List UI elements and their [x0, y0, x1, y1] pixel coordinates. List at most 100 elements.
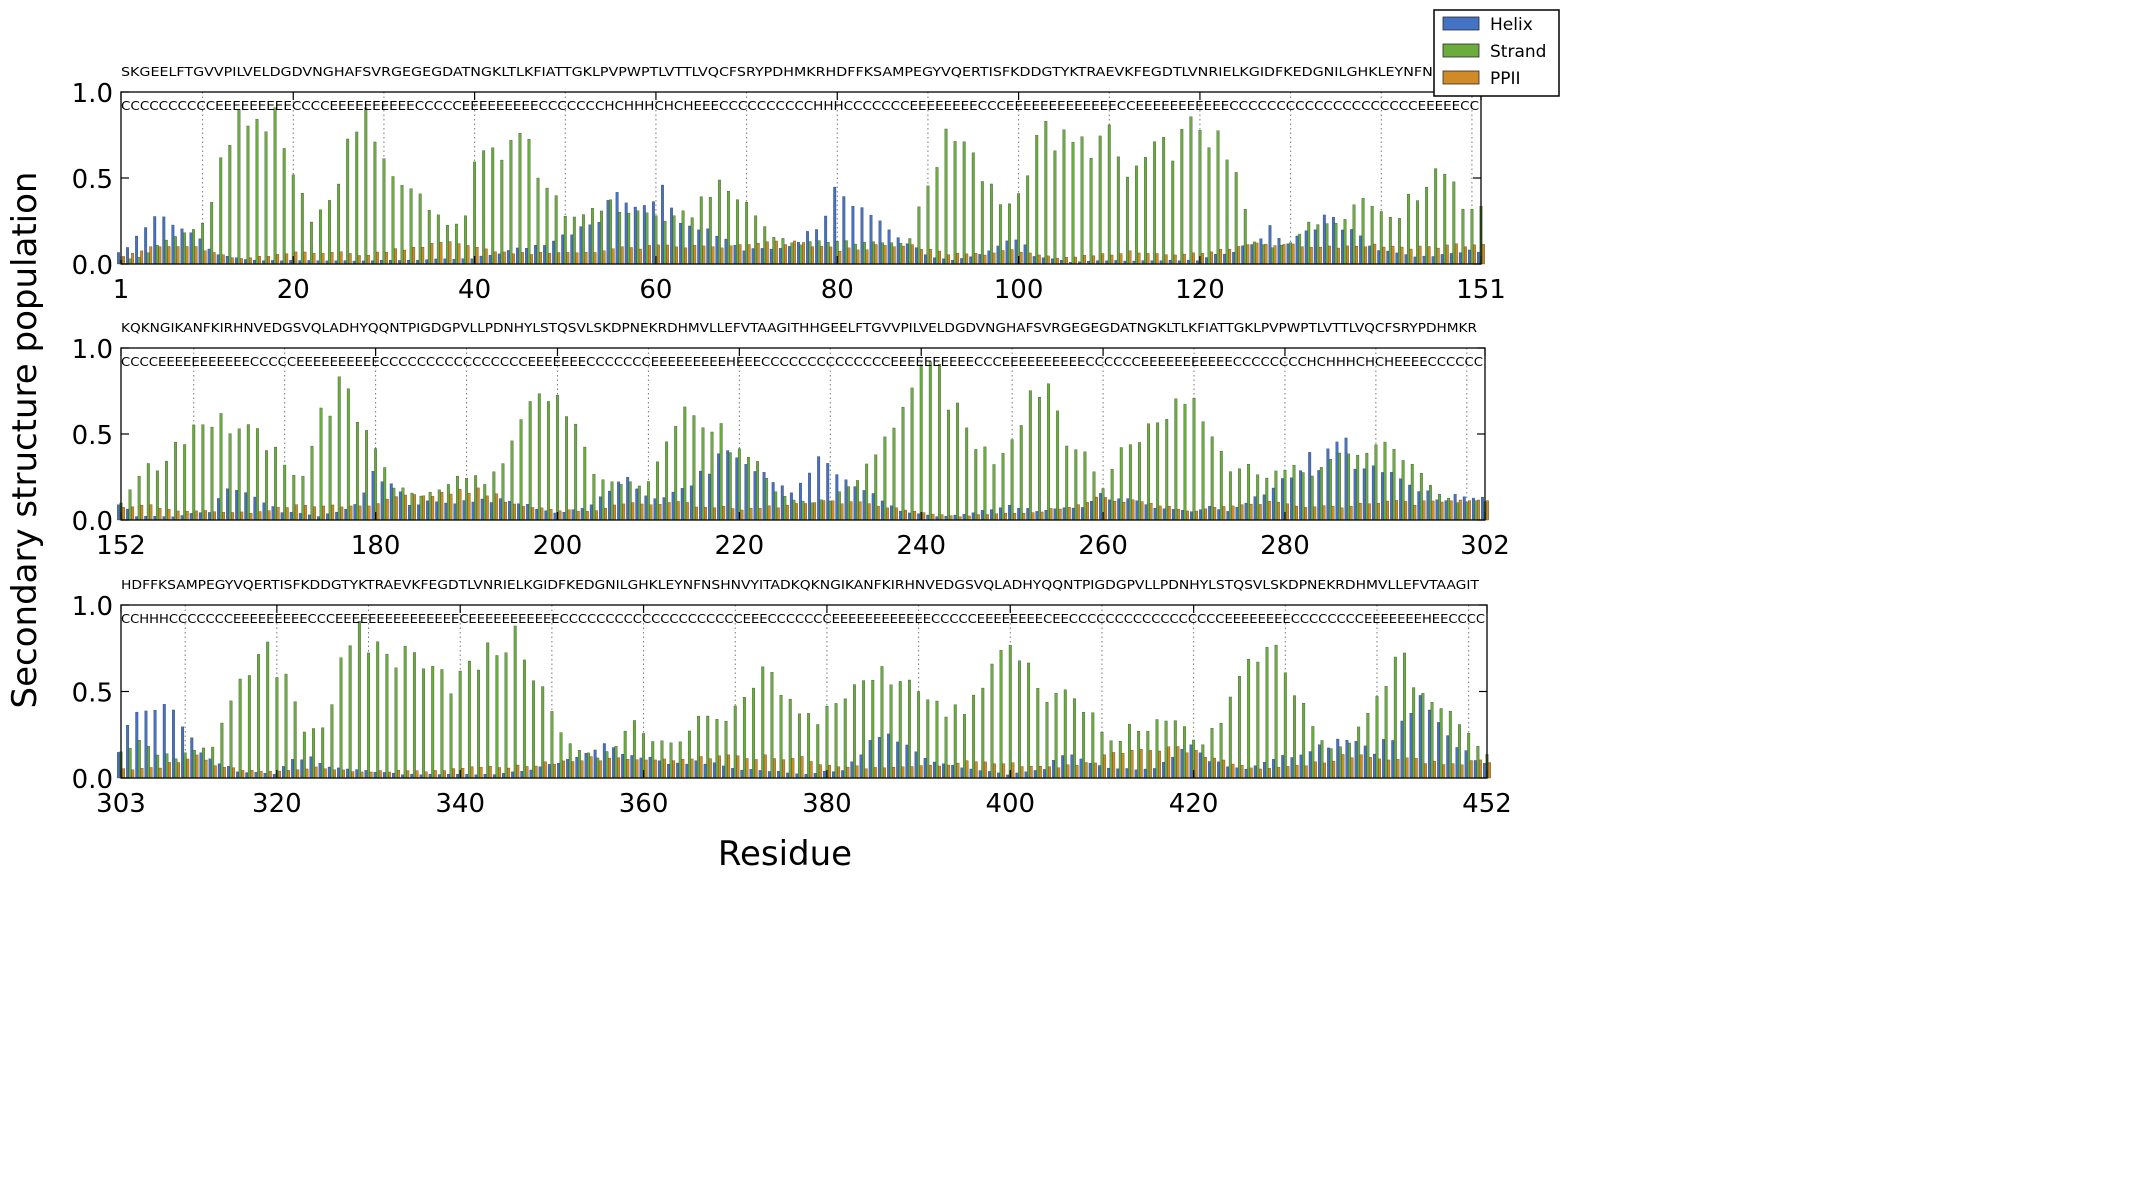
strand-bar: [355, 421, 359, 521]
ppii-bar: [1433, 760, 1437, 779]
helix-bar: [1353, 468, 1357, 521]
ppii-bar: [983, 761, 987, 779]
ppii-bar: [1313, 761, 1317, 779]
helix-bar: [667, 764, 670, 779]
helix-bar: [735, 457, 739, 521]
ppii-bar: [433, 770, 437, 779]
helix-bar: [398, 491, 402, 521]
ppii-bar: [493, 251, 497, 265]
strand-bar: [765, 478, 769, 521]
strand-bar: [1008, 203, 1011, 265]
strand-bar: [510, 440, 514, 521]
ppii-bar: [323, 768, 327, 779]
strand-bar: [273, 107, 277, 265]
ppii-bar: [413, 494, 416, 521]
strand-bar: [1028, 390, 1032, 521]
legend-label-strand: Strand: [1490, 42, 1546, 62]
strand-bar: [246, 424, 250, 521]
helix-bar: [1272, 759, 1276, 779]
strand-bar: [1228, 471, 1232, 521]
helix-bar: [1326, 448, 1330, 521]
strand-bar: [1365, 452, 1369, 521]
strand-bar: [772, 237, 776, 265]
helix-bar: [851, 205, 855, 265]
strand-bar: [980, 181, 984, 265]
strand-bar: [1325, 223, 1329, 265]
strand-bar: [532, 680, 535, 779]
ppii-bar: [985, 514, 989, 521]
ppii-bar: [158, 508, 162, 521]
ppii-bar: [576, 511, 580, 521]
ppii-bar: [540, 507, 544, 521]
ppii-bar: [765, 241, 769, 265]
ppii-bar: [584, 252, 588, 265]
strand-bar: [301, 476, 305, 521]
helix-bar: [1350, 229, 1353, 265]
strand-bar: [1044, 121, 1048, 265]
strand-bar: [1138, 442, 1141, 521]
strand-bar: [801, 500, 805, 521]
strand-bar: [583, 446, 587, 521]
strand-bar: [174, 441, 177, 521]
helix-bar: [878, 220, 882, 265]
ppii-bar: [1458, 499, 1462, 521]
strand-bar: [1416, 200, 1419, 265]
ppii-bar: [158, 767, 162, 779]
ppii-bar: [1304, 507, 1308, 521]
ppii-bar: [494, 493, 498, 521]
strand-bar: [137, 257, 141, 265]
ppii-bar: [695, 506, 698, 521]
strand-bar: [605, 751, 609, 779]
strand-bar: [1018, 660, 1021, 779]
helix-bar: [515, 247, 519, 265]
helix-bar: [749, 769, 753, 779]
strand-bar: [792, 499, 796, 521]
helix-bar: [435, 501, 439, 521]
ppii-bar: [629, 247, 633, 265]
helix-bar: [144, 710, 148, 779]
x-tick-label: 1: [113, 275, 130, 305]
strand-bar: [237, 109, 241, 265]
x-tick-label: 452: [1462, 789, 1512, 819]
helix-bar: [799, 482, 802, 521]
helix-bar: [1244, 768, 1248, 779]
helix-bar: [914, 751, 918, 779]
x-axis-label: Residue: [718, 834, 852, 874]
helix-bar: [1162, 762, 1166, 779]
strand-bar: [1334, 223, 1338, 265]
strand-bar: [364, 107, 368, 265]
ppii-bar: [213, 765, 217, 779]
helix-bar: [1271, 487, 1275, 521]
ppii-bar: [276, 507, 280, 521]
ppii-bar: [754, 759, 758, 779]
ppii-bar: [831, 500, 835, 521]
strand-bar: [1311, 726, 1315, 779]
ppii-bar: [818, 764, 822, 779]
helix-bar: [767, 771, 771, 779]
helix-bar: [1050, 258, 1054, 265]
ppii-bar: [222, 767, 226, 779]
helix-bar: [880, 500, 884, 521]
ppii-bar: [783, 244, 787, 265]
strand-bar: [781, 238, 785, 265]
helix-bar: [307, 514, 311, 521]
ppii-bar: [711, 246, 715, 265]
strand-bar: [1243, 208, 1247, 265]
ppii-bar: [802, 242, 805, 265]
ppii-bar: [488, 766, 492, 779]
helix-bar: [1391, 740, 1395, 779]
ppii-bar: [938, 765, 941, 779]
ppii-bar: [849, 501, 853, 521]
ppii-bar: [649, 504, 653, 521]
helix-bar: [1280, 478, 1284, 521]
strand-bar: [665, 441, 669, 521]
ppii-bar: [1130, 750, 1134, 779]
strand-bar: [908, 679, 911, 779]
helix-bar: [1108, 499, 1112, 521]
strand-bar: [1343, 219, 1347, 265]
x-tick-label: 420: [1169, 789, 1219, 819]
helix-bar: [608, 490, 611, 521]
ppii-bar: [640, 503, 644, 521]
strand-bar: [401, 487, 405, 521]
helix-bar: [680, 488, 684, 521]
